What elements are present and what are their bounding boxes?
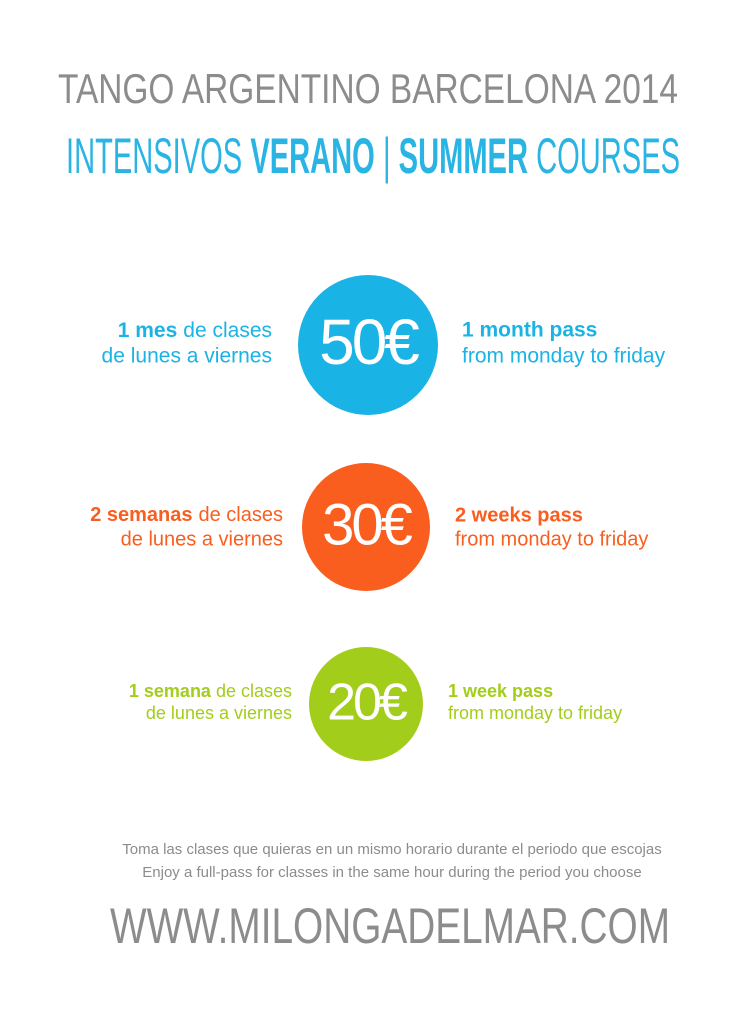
subtitle-word: INTENSIVOS	[66, 128, 242, 184]
offer-left-line1: 1 mes de clases	[118, 319, 272, 342]
offer: 1 semana de clases de lunes a viernes 20€…	[129, 647, 622, 761]
price: 50€	[319, 306, 419, 378]
subtitle-word: COURSES	[536, 128, 680, 184]
offer-left-line2: de lunes a viernes	[146, 703, 292, 723]
offer-right-line2: from monday to friday	[462, 345, 666, 368]
offer: 2 semanas de clases de lunes a viernes 30…	[90, 463, 648, 591]
offer-left-line1: 2 semanas de clases	[90, 504, 283, 526]
offer-left-line2: de lunes a viernes	[121, 528, 283, 550]
price-circle	[302, 463, 430, 591]
title: TANGO ARGENTINO BARCELONA 2014	[58, 65, 678, 112]
website-url: WWW.MILONGADELMAR.COM	[110, 898, 670, 954]
price: 20€	[327, 674, 408, 732]
offer-left-line1: 1 semana de clases	[129, 681, 292, 701]
footer-note: Toma las clases que quieras en un mismo …	[122, 841, 661, 858]
offer: 1 mes de clases de lunes a viernes 50€ 1 …	[102, 275, 666, 415]
price-circle	[298, 275, 438, 415]
offer-right-line1: 1 week pass	[448, 681, 553, 701]
offer-left-bold: 1 mes	[118, 319, 178, 342]
offer-left-bold: 1 semana	[129, 681, 212, 701]
offer-left-rest: de clases	[216, 681, 292, 701]
offer-right-line1: 1 month pass	[462, 319, 597, 342]
subtitle-separator: |	[383, 128, 391, 184]
subtitle-word: VERANO	[250, 128, 374, 184]
subtitle: INTENSIVOSVERANO|SUMMERCOURSES	[66, 128, 680, 184]
subtitle-word: SUMMER	[399, 128, 528, 184]
offer-left-bold: 2 semanas	[90, 504, 192, 526]
offer-right-line2: from monday to friday	[455, 528, 648, 550]
offer-right-line1: 2 weeks pass	[455, 504, 583, 526]
offer-left-rest: de clases	[183, 319, 272, 342]
price-circle	[309, 647, 423, 761]
offer-left-rest: de clases	[199, 504, 284, 526]
price: 30€	[322, 492, 413, 557]
offer-right-line2: from monday to friday	[448, 703, 622, 723]
offer-left-line2: de lunes a viernes	[102, 345, 272, 368]
footer-note: Enjoy a full-pass for classes in the sam…	[142, 864, 641, 881]
